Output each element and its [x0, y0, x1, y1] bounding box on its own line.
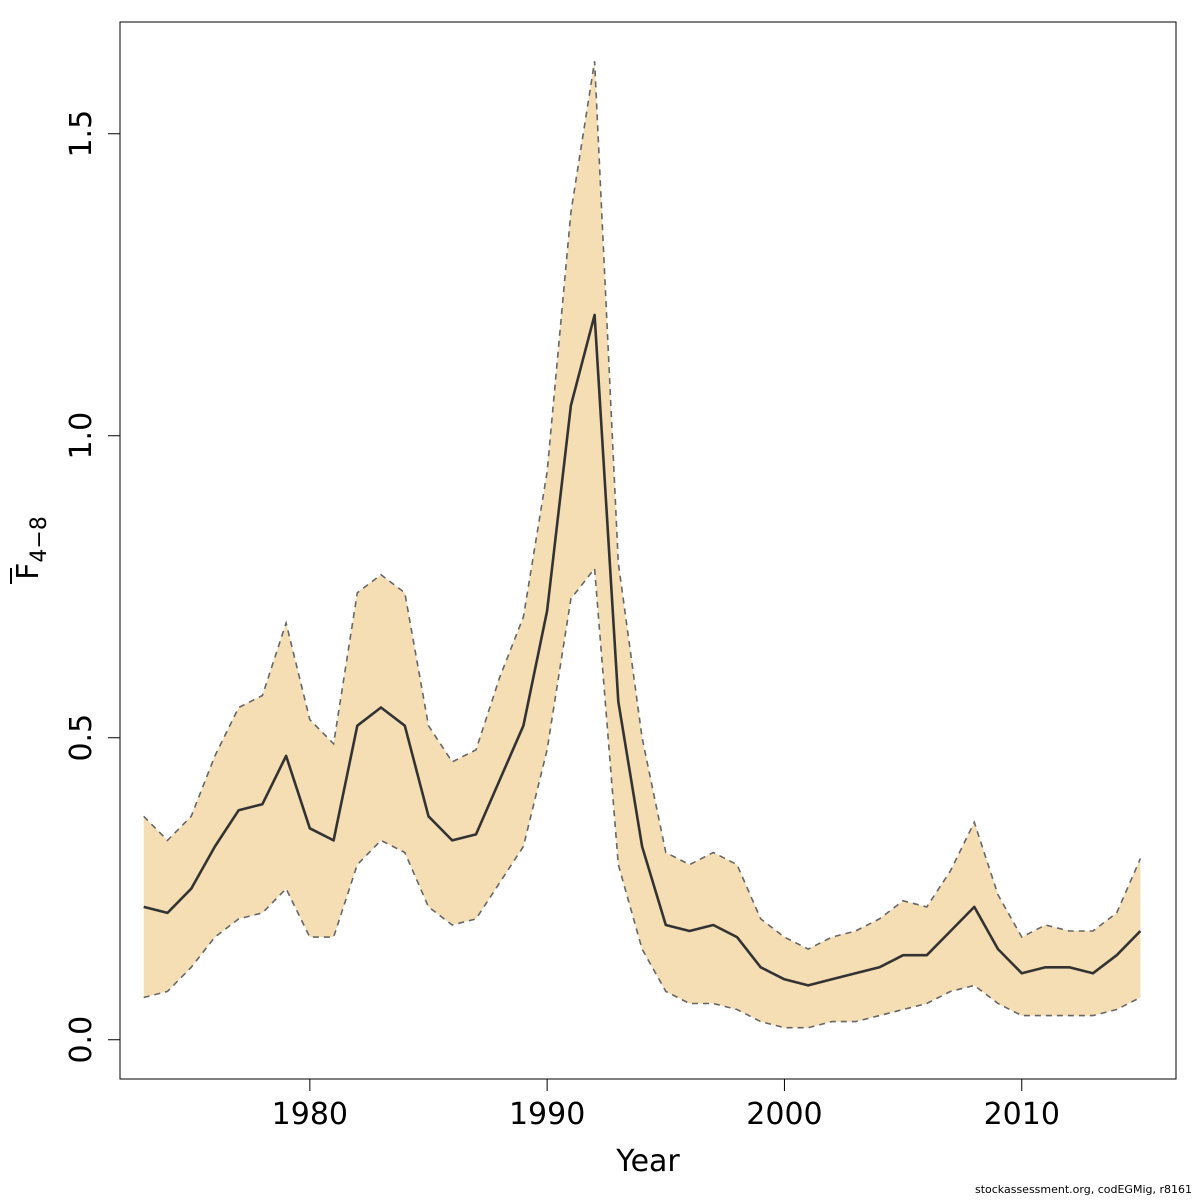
y-tick-label: 0.5	[64, 714, 99, 762]
x-axis: 1980 1990 2000 2010	[272, 1079, 1060, 1132]
upper-bound-line	[143, 61, 1142, 950]
y-tick-label: 1.0	[64, 412, 99, 460]
y-tick-label: 1.5	[64, 110, 99, 158]
y-tick-label: 0.0	[64, 1016, 99, 1064]
x-tick-label: 2000	[746, 1097, 822, 1132]
credit-text: stockassessment.org, codEGMig, r8161	[974, 1183, 1192, 1196]
plot-frame	[119, 21, 1177, 1080]
svg-text:F4−8: F4−8	[11, 516, 52, 580]
x-axis-title: Year	[615, 1144, 680, 1179]
x-tick-label: 2010	[984, 1097, 1060, 1132]
estimate-line	[143, 313, 1142, 987]
x-tick-label: 1980	[272, 1097, 348, 1132]
y-axis-title: F4−8	[10, 516, 52, 584]
y-axis-title-main: F	[11, 563, 46, 580]
confidence-band	[143, 61, 1141, 1028]
x-tick-label: 1990	[509, 1097, 585, 1132]
y-axis: 0.0 0.5 1.0 1.5	[64, 110, 120, 1064]
y-axis-title-subscript: 4−8	[27, 516, 52, 562]
